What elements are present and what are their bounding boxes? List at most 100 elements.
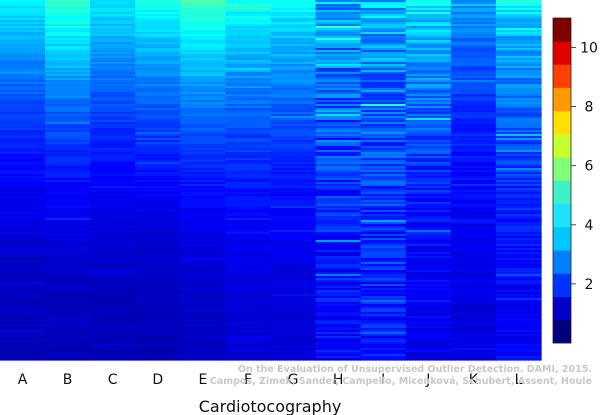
heatmap-cell bbox=[405, 238, 452, 241]
heatmap-cell bbox=[225, 302, 272, 305]
heatmap-cell bbox=[495, 216, 542, 219]
heatmap-cell bbox=[225, 194, 272, 197]
heatmap-cell bbox=[45, 320, 91, 323]
heatmap-cell bbox=[90, 170, 136, 173]
heatmap-cell bbox=[270, 208, 317, 211]
heatmap-cell bbox=[270, 286, 317, 289]
heatmap-cell bbox=[45, 168, 91, 171]
heatmap-cell bbox=[360, 292, 407, 295]
heatmap-cell bbox=[225, 312, 272, 315]
heatmap-cell bbox=[495, 66, 542, 69]
heatmap-cell bbox=[90, 124, 136, 127]
heatmap-cell bbox=[135, 128, 181, 131]
heatmap-cell bbox=[315, 18, 362, 21]
heatmap-cell bbox=[45, 58, 91, 61]
heatmap-cell bbox=[225, 54, 272, 57]
heatmap-cell bbox=[495, 212, 542, 215]
heatmap-cell bbox=[0, 274, 46, 277]
heatmap-cell bbox=[45, 204, 91, 207]
heatmap-cell bbox=[135, 236, 181, 239]
heatmap-cell bbox=[45, 242, 91, 245]
heatmap-cell bbox=[45, 30, 91, 33]
heatmap-cell bbox=[270, 140, 317, 143]
heatmap-cell bbox=[495, 338, 542, 341]
heatmap-cell bbox=[0, 288, 46, 291]
heatmap-cell bbox=[450, 306, 497, 309]
heatmap-cell bbox=[495, 192, 542, 195]
heatmap-cell bbox=[315, 304, 362, 307]
heatmap-cell bbox=[315, 284, 362, 287]
heatmap-cell bbox=[495, 58, 542, 61]
heatmap-cell bbox=[225, 140, 272, 143]
heatmap-cell bbox=[180, 42, 227, 45]
heatmap-cell bbox=[270, 278, 317, 281]
heatmap-cell bbox=[0, 282, 46, 285]
heatmap-cell bbox=[405, 84, 452, 87]
heatmap-cell bbox=[90, 188, 136, 191]
heatmap-cell bbox=[135, 194, 181, 197]
heatmap-cell bbox=[450, 316, 497, 319]
heatmap-cell bbox=[450, 32, 497, 35]
column-label-i: I bbox=[381, 372, 385, 388]
heatmap-cell bbox=[450, 344, 497, 347]
heatmap-cell bbox=[360, 80, 407, 83]
heatmap-cell bbox=[450, 56, 497, 59]
heatmap-cell bbox=[90, 150, 136, 153]
heatmap-cell bbox=[495, 152, 542, 155]
heatmap-cell bbox=[135, 80, 181, 83]
heatmap-cell bbox=[270, 192, 317, 195]
heatmap-cell bbox=[360, 222, 407, 225]
heatmap-cell bbox=[45, 192, 91, 195]
heatmap-cell bbox=[90, 6, 136, 9]
heatmap-cell bbox=[0, 192, 46, 195]
heatmap-cell bbox=[225, 18, 272, 21]
heatmap-cell bbox=[270, 186, 317, 189]
heatmap-cell bbox=[180, 144, 227, 147]
heatmap-cell bbox=[0, 66, 46, 69]
heatmap-cell bbox=[0, 184, 46, 187]
heatmap-cell bbox=[225, 56, 272, 59]
heatmap-cell bbox=[495, 356, 542, 359]
heatmap-cell bbox=[225, 98, 272, 101]
heatmap-cell bbox=[45, 270, 91, 273]
heatmap-cell bbox=[405, 92, 452, 95]
heatmap-cell bbox=[45, 148, 91, 151]
heatmap-cell bbox=[45, 106, 91, 109]
heatmap-cell bbox=[315, 232, 362, 235]
heatmap-cell bbox=[90, 238, 136, 241]
heatmap-cell bbox=[180, 136, 227, 139]
heatmap-cell bbox=[225, 326, 272, 329]
heatmap-cell bbox=[405, 34, 452, 37]
heatmap-cell bbox=[270, 56, 317, 59]
heatmap-cell bbox=[315, 214, 362, 217]
heatmap-cell bbox=[45, 20, 91, 23]
heatmap-cell bbox=[495, 88, 542, 91]
heatmap-cell bbox=[0, 210, 46, 213]
heatmap-cell bbox=[90, 260, 136, 263]
heatmap-cell bbox=[405, 6, 452, 9]
heatmap-cell bbox=[90, 322, 136, 325]
heatmap-cell bbox=[225, 94, 272, 97]
heatmap-cell bbox=[135, 346, 181, 349]
heatmap-cell bbox=[450, 54, 497, 57]
heatmap-cell bbox=[315, 128, 362, 131]
heatmap-cell bbox=[0, 204, 46, 207]
heatmap-cell bbox=[495, 258, 542, 261]
heatmap-cell bbox=[360, 206, 407, 209]
heatmap-cell bbox=[45, 278, 91, 281]
heatmap-cell bbox=[180, 244, 227, 247]
heatmap-cell bbox=[90, 230, 136, 233]
heatmap-cell bbox=[360, 198, 407, 201]
heatmap-cell bbox=[360, 40, 407, 43]
heatmap-cell bbox=[315, 22, 362, 25]
heatmap-cell bbox=[45, 308, 91, 311]
heatmap-cell bbox=[315, 222, 362, 225]
heatmap-cell bbox=[495, 76, 542, 79]
heatmap-cell bbox=[45, 162, 91, 165]
heatmap-cell bbox=[180, 56, 227, 59]
heatmap-cell bbox=[45, 48, 91, 51]
heatmap-cell bbox=[180, 334, 227, 337]
heatmap-cell bbox=[495, 184, 542, 187]
heatmap-cell bbox=[135, 122, 181, 125]
heatmap-cell bbox=[405, 148, 452, 151]
